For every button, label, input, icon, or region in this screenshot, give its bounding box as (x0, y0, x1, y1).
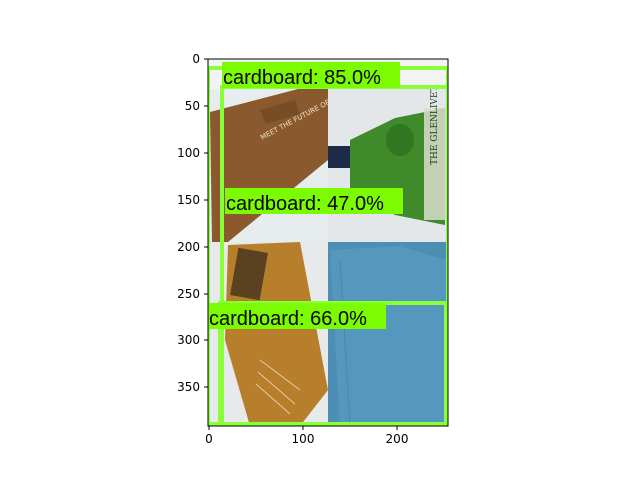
y-tick-label: 0 (192, 52, 200, 66)
bottle-label-text: THE GLENLIVET (430, 86, 440, 166)
x-tick-label: 100 (292, 432, 315, 446)
x-tick-label: 0 (205, 432, 213, 446)
brown-cardboard-book-panel: MEET THE FUTURE OF (208, 89, 331, 242)
detection-label-3: cardboard: 66.0% (209, 308, 367, 330)
detection-label-1: cardboard: 85.0% (223, 67, 381, 89)
y-axis: 0 50 100 150 200 250 300 350 (177, 52, 208, 394)
detection-label-bg-1 (222, 62, 400, 88)
orange-cardboard-panel (208, 242, 328, 426)
green-glenlivet-bottle-panel: THE GLENLIVET (328, 86, 448, 242)
y-tick-label: 350 (177, 380, 200, 394)
y-tick-label: 150 (177, 193, 200, 207)
axes-frame (207, 58, 449, 427)
detection-label-bg-2 (225, 188, 403, 214)
x-tick-label: 200 (386, 432, 409, 446)
y-tick-label: 300 (177, 333, 200, 347)
detection-label-2: cardboard: 47.0% (226, 193, 384, 215)
y-tick-label: 250 (177, 287, 200, 301)
image-area: MEET THE FUTURE OF THE GLENLIVET (208, 59, 448, 426)
y-tick-label: 50 (185, 99, 200, 113)
blue-cardboard-panel (328, 242, 448, 426)
detection-label-bg-3 (208, 303, 386, 329)
y-tick-label: 100 (177, 146, 200, 160)
y-tick-label: 200 (177, 240, 200, 254)
x-axis: 0 100 200 (205, 426, 408, 446)
